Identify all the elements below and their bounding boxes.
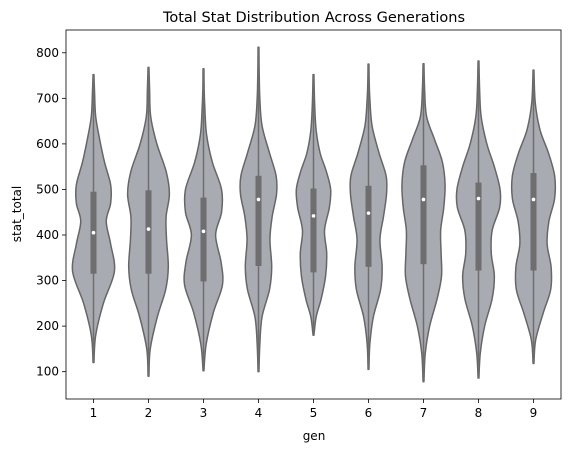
- violin-gen-3: [183, 67, 224, 372]
- violin-median-dot: [256, 197, 261, 202]
- violin-iqr-box: [365, 185, 372, 267]
- y-tick-label: 500: [36, 182, 59, 196]
- x-tick-label: 7: [420, 406, 428, 420]
- y-tick-label: 700: [36, 91, 59, 105]
- y-tick-label: 300: [36, 274, 59, 288]
- violin-gen-1: [71, 73, 116, 364]
- violin-median-dot: [421, 197, 426, 202]
- x-tick-label: 4: [255, 406, 263, 420]
- y-tick-label: 800: [36, 46, 59, 60]
- x-axis: 1 2 3 4 5 6 7 8 9: [90, 399, 538, 420]
- violin-median-dot: [146, 227, 151, 231]
- violin-gen-8: [455, 60, 502, 379]
- x-tick-label: 1: [90, 406, 98, 420]
- y-tick-label: 400: [36, 228, 59, 242]
- violin-gen-2: [126, 66, 171, 377]
- violin-median-dot: [476, 196, 481, 201]
- violin-iqr-box: [200, 197, 207, 282]
- x-tick-label: 2: [145, 406, 153, 420]
- y-tick-label: 200: [36, 319, 59, 333]
- violin-gen-6: [349, 63, 388, 371]
- violin-gen-4: [239, 46, 278, 373]
- x-tick-label: 6: [365, 406, 373, 420]
- violin-gen-7: [401, 62, 446, 383]
- chart-title: Total Stat Distribution Across Generatio…: [162, 10, 465, 26]
- x-tick-label: 8: [475, 406, 483, 420]
- violin-median-dot: [366, 211, 371, 215]
- violin-median-dot: [311, 214, 316, 218]
- violin-iqr-box: [420, 165, 427, 265]
- x-tick-label: 3: [200, 406, 208, 420]
- y-axis: 100 200 300 400 500 600 700 800: [36, 46, 66, 379]
- violin-group: [71, 46, 557, 383]
- violin-median-dot: [201, 229, 206, 234]
- violin-iqr-box: [475, 182, 482, 271]
- y-tick-label: 100: [36, 365, 59, 379]
- x-axis-label: gen: [303, 429, 326, 443]
- violin-median-dot: [531, 197, 536, 202]
- violin-iqr-box: [145, 190, 152, 274]
- violin-gen-5: [295, 73, 332, 336]
- violin-iqr-box: [530, 173, 537, 271]
- x-tick-label: 9: [530, 406, 538, 420]
- y-axis-label: stat_total: [10, 186, 24, 242]
- violin-iqr-box: [255, 175, 262, 266]
- violin-median-dot: [91, 230, 96, 235]
- x-tick-label: 5: [310, 406, 318, 420]
- violin-gen-9: [510, 69, 557, 365]
- y-tick-label: 600: [36, 137, 59, 151]
- violin-iqr-box: [310, 188, 317, 273]
